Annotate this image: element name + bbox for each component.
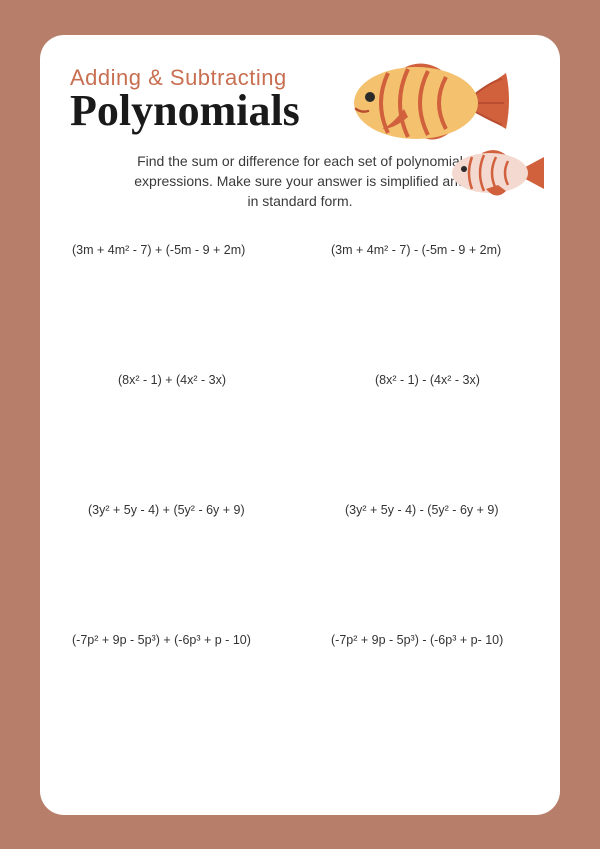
- problem-2-left: (8x² - 1) + (4x² - 3x): [70, 369, 295, 499]
- problem-3-left: (3y² + 5y - 4) + (5y² - 6y + 9): [70, 499, 295, 629]
- heading-block: Adding & Subtracting Polynomials: [70, 65, 530, 133]
- worksheet-sheet: Adding & Subtracting Polynomials: [40, 35, 560, 815]
- problems-grid: (3m + 4m² - 7) + (-5m - 9 + 2m) (3m + 4m…: [70, 239, 530, 759]
- problem-4-left: (-7p² + 9p - 5p³) + (-6p³ + p - 10): [70, 629, 295, 759]
- small-fish-icon: [452, 150, 544, 195]
- problem-3-right: (3y² + 5y - 4) - (5y² - 6y + 9): [305, 499, 530, 629]
- fish-illustration: [324, 59, 544, 209]
- problem-1-left: (3m + 4m² - 7) + (-5m - 9 + 2m): [70, 239, 295, 369]
- problem-2-right: (8x² - 1) - (4x² - 3x): [305, 369, 530, 499]
- problem-1-right: (3m + 4m² - 7) - (-5m - 9 + 2m): [305, 239, 530, 369]
- fish-icon: [354, 63, 509, 139]
- problem-4-right: (-7p² + 9p - 5p³) - (-6p³ + p- 10): [305, 629, 530, 759]
